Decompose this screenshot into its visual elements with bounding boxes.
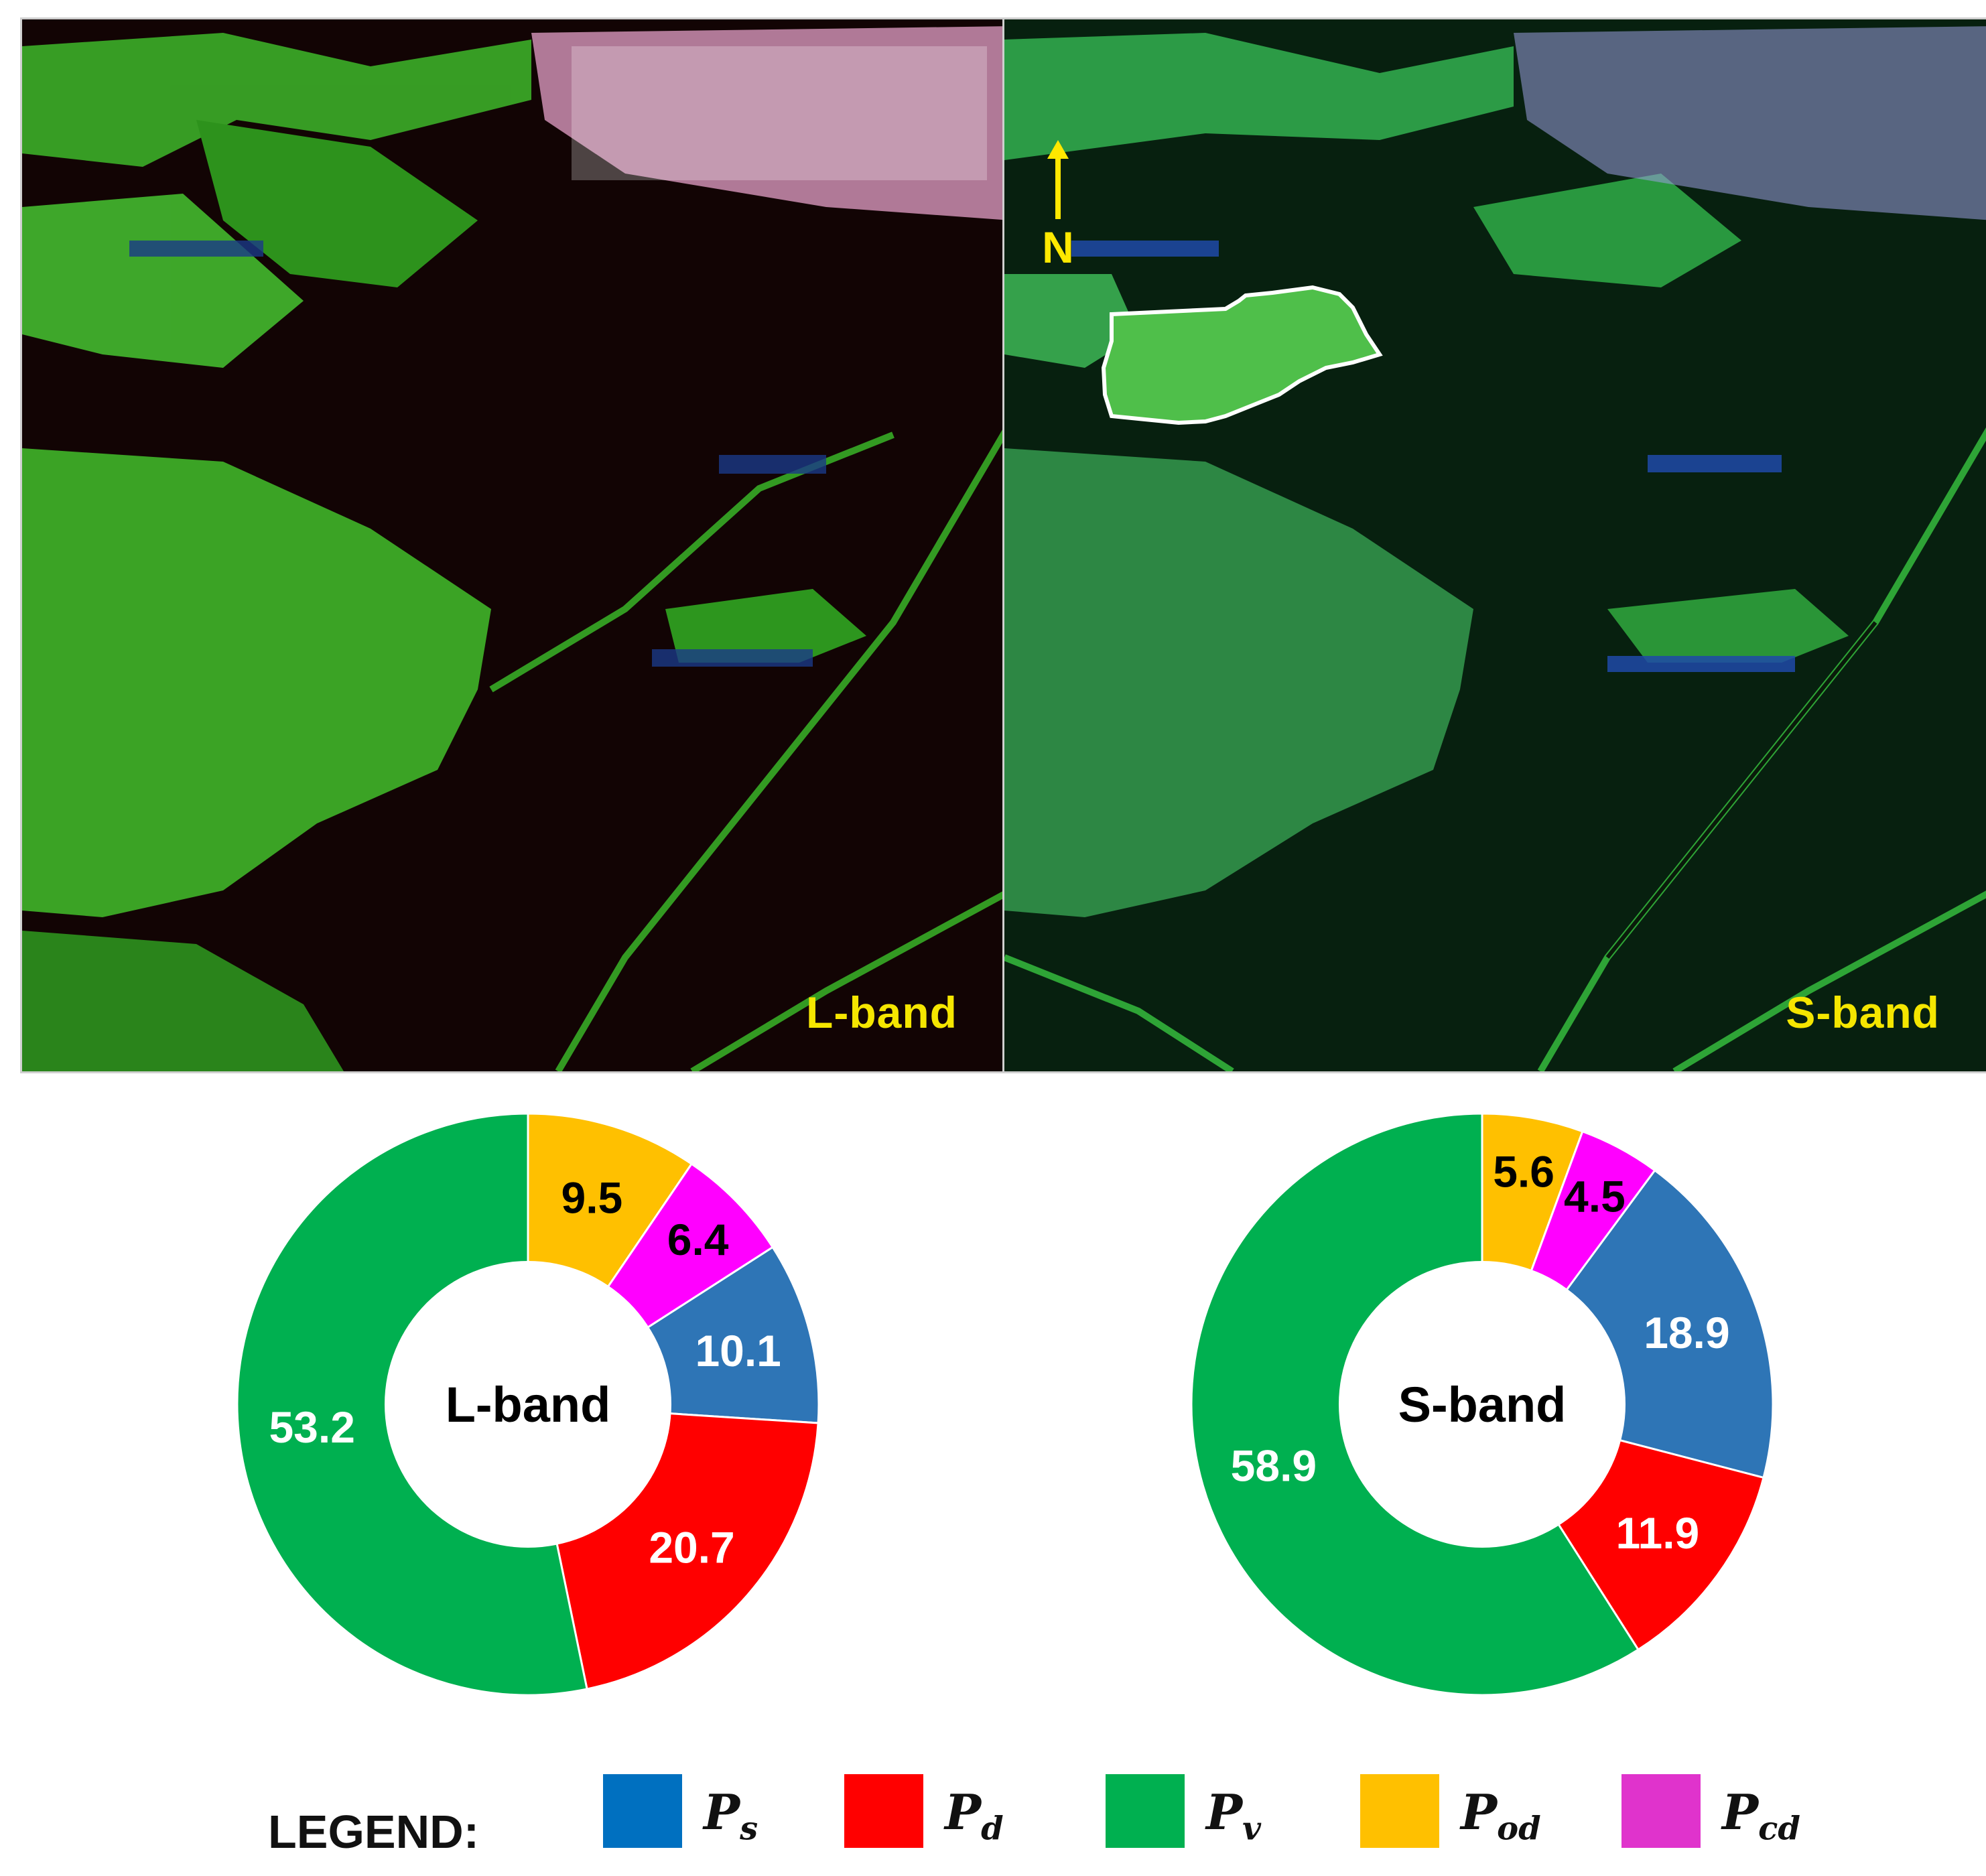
donut-title: L-band [446,1377,611,1432]
slice-label-pcd: 4.5 [1564,1171,1626,1221]
l-band-radar-image [22,19,1011,1071]
s-band-label: S-band [1786,988,1940,1037]
donut-charts: 9.5 6.4 10.1 20.7 53.2 L-band 5.6 4.5 18.9 11.9 58… [236,1112,1774,1696]
slice-label-pod: 5.6 [1493,1146,1554,1196]
l-band-image-panel: L-band [20,17,1013,1073]
legend: LEGEND: Ps Pd Pv Pod Pcd [0,1769,1986,1863]
donut-1: 5.6 4.5 18.9 11.9 58.9 S-band [1190,1112,1774,1696]
legend-label: Pcd [1722,1784,1800,1848]
legend-swatch [603,1774,682,1848]
donut-title: S-band [1398,1377,1567,1432]
legend-swatch [844,1774,923,1848]
north-label: N [1042,222,1074,272]
legend-title: LEGEND: [268,1806,479,1858]
legend-swatch [1106,1774,1185,1848]
donut-hole [1339,1261,1626,1548]
legend-label: Ps [704,1784,758,1848]
slice-label-pcd: 6.4 [667,1215,729,1264]
arrow-up-icon [1047,140,1069,159]
legend-label: Pd [945,1784,1004,1848]
s-band-radar-image [1004,19,1986,1071]
donut-0: 9.5 6.4 10.1 20.7 53.2 L-band [236,1112,820,1696]
highlighted-region-outline [1101,285,1383,425]
slice-label-pd: 11.9 [1615,1508,1699,1558]
slice-label-pv: 53.2 [269,1402,354,1452]
slice-label-ps: 18.9 [1644,1308,1729,1357]
slice-label-pv: 58.9 [1231,1441,1317,1491]
slice-label-pd: 20.7 [649,1523,734,1572]
l-band-label: L-band [806,988,957,1037]
s-band-image-panel: N S-band [1002,17,1986,1073]
legend-swatch [1360,1774,1439,1848]
slice-label-ps: 10.1 [695,1326,781,1376]
north-arrow: N [1031,140,1085,273]
legend-label: Pv [1206,1784,1262,1848]
legend-swatch [1621,1774,1701,1848]
legend-label: Pod [1461,1784,1541,1848]
slice-label-pod: 9.5 [561,1172,622,1222]
donut-hole [385,1261,671,1548]
